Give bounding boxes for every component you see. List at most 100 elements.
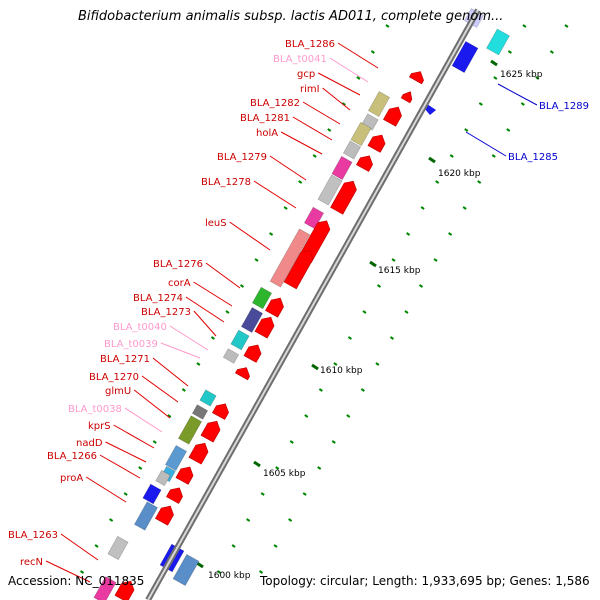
tick-1-41 xyxy=(288,518,293,522)
gene-label-bla_1286: BLA_1286 xyxy=(285,39,335,50)
tick-1-33 xyxy=(404,310,409,314)
tick-1-40 xyxy=(302,492,307,496)
tick-2-46 xyxy=(356,76,361,80)
nadD-b2-feature xyxy=(155,469,171,487)
tick-2-63 xyxy=(109,518,114,522)
tick-2-44 xyxy=(385,24,390,28)
map-title: Bifidobacterium animalis subsp. lactis A… xyxy=(78,9,504,24)
cds-arrow-4-feature xyxy=(356,155,373,172)
b1278-feature xyxy=(317,174,343,206)
leader-line-1 xyxy=(329,57,369,83)
glmU-pre-feature xyxy=(191,404,209,420)
scale-label: 1615 kbp xyxy=(378,266,421,276)
major-tick-4 xyxy=(253,460,261,468)
feature-blocks xyxy=(93,8,510,600)
major-tick-0 xyxy=(490,59,498,67)
gene-label-gcp: gcp xyxy=(297,69,315,80)
leader-line-7 xyxy=(269,155,307,181)
leader-line-6 xyxy=(280,131,323,155)
leader-line-23 xyxy=(85,476,127,503)
gene-label-bla_1289: BLA_1289 xyxy=(539,101,589,112)
leader-line-0 xyxy=(337,42,379,69)
tick-2-62 xyxy=(123,492,128,496)
glmU-block-feature xyxy=(178,415,202,445)
gene-label-bla_1282: BLA_1282 xyxy=(250,98,300,109)
tick-0-7 xyxy=(420,206,425,210)
backbone-highlight xyxy=(147,9,479,600)
gene-label-cora: corA xyxy=(168,278,191,289)
leader-line-25 xyxy=(45,560,91,583)
gene-label-bla_t0041: BLA_t0041 xyxy=(273,54,327,65)
tick-1-22 xyxy=(564,24,569,28)
major-tick-3 xyxy=(311,363,319,371)
gene-label-recn: recN xyxy=(20,557,43,568)
cds-arrow-13-feature xyxy=(200,420,221,443)
tick-1-43 xyxy=(258,570,264,574)
tick-0-2 xyxy=(493,76,498,80)
major-tick-5 xyxy=(196,561,204,569)
bla-1289-feature xyxy=(451,40,479,74)
steelblue-outer-feature xyxy=(172,553,200,587)
leuS-block-feature xyxy=(269,228,311,288)
tick-0-13 xyxy=(333,362,338,366)
leader-line-21 xyxy=(105,441,147,463)
tick-1-27 xyxy=(491,154,496,158)
cds-arrow-5-feature xyxy=(330,180,357,215)
tick-0-3 xyxy=(478,102,483,106)
cds-arrow-11-feature xyxy=(235,367,250,381)
tick-0-6 xyxy=(435,180,440,184)
tick-1-26 xyxy=(506,128,511,132)
tick-2-57 xyxy=(196,362,201,366)
gene-label-bla_1273: BLA_1273 xyxy=(141,307,191,318)
cds-arrow-12-feature xyxy=(212,403,229,420)
cds-arrow-10-feature xyxy=(243,344,262,363)
tick-1-29 xyxy=(462,206,467,210)
leader-line-13 xyxy=(193,310,217,337)
major-tick-1 xyxy=(428,156,436,164)
leader-line-11 xyxy=(193,281,233,307)
tick-0-10 xyxy=(376,284,382,288)
leader-line-18 xyxy=(133,389,171,419)
tick-0-20 xyxy=(231,544,236,548)
leader-line-22 xyxy=(99,454,141,479)
leader-line-3 xyxy=(322,87,351,111)
proA-block-feature xyxy=(134,501,158,531)
leader-line-17 xyxy=(141,375,179,403)
tick-2-47 xyxy=(341,102,346,106)
gene-label-bla_t0040: BLA_t0040 xyxy=(113,322,167,333)
tick-1-34 xyxy=(389,336,394,340)
cds-arrow-17-feature xyxy=(155,505,174,526)
leader-line-26 xyxy=(497,83,538,106)
holA-b-feature xyxy=(342,140,362,160)
tick-2-49 xyxy=(312,154,317,158)
tick-0-16 xyxy=(289,440,294,444)
leader-line-9 xyxy=(229,221,271,251)
gene-label-bla_1276: BLA_1276 xyxy=(153,259,203,270)
tick-2-52 xyxy=(269,232,274,236)
tick-2-51 xyxy=(283,206,288,210)
cds-arrow-9-feature xyxy=(254,316,275,339)
recN-block-feature xyxy=(93,576,117,600)
cds-arrow-1-feature xyxy=(400,91,413,104)
backbone xyxy=(145,8,481,600)
tick-2-50 xyxy=(298,180,303,184)
tick-2-53 xyxy=(254,258,259,262)
corA-block-feature xyxy=(251,286,273,310)
tick-0-9 xyxy=(391,258,396,262)
b1266-feature xyxy=(142,483,162,505)
tick-0-21 xyxy=(216,570,222,574)
b1270-feature xyxy=(199,389,217,407)
leuS-pre-feature xyxy=(303,206,325,230)
tick-0-5 xyxy=(449,154,454,158)
tick-0-4 xyxy=(464,128,469,132)
gene-label-bla_1266: BLA_1266 xyxy=(47,451,97,462)
b1279-feature xyxy=(331,155,353,181)
gene-label-kprs: kprS xyxy=(88,421,111,432)
leader-line-19 xyxy=(124,407,163,433)
tick-0-19 xyxy=(246,518,251,522)
gene-label-bla_1285: BLA_1285 xyxy=(508,152,558,163)
tick-1-35 xyxy=(375,362,380,366)
tick-1-31 xyxy=(433,258,438,262)
gene-label-bla_1270: BLA_1270 xyxy=(89,372,139,383)
